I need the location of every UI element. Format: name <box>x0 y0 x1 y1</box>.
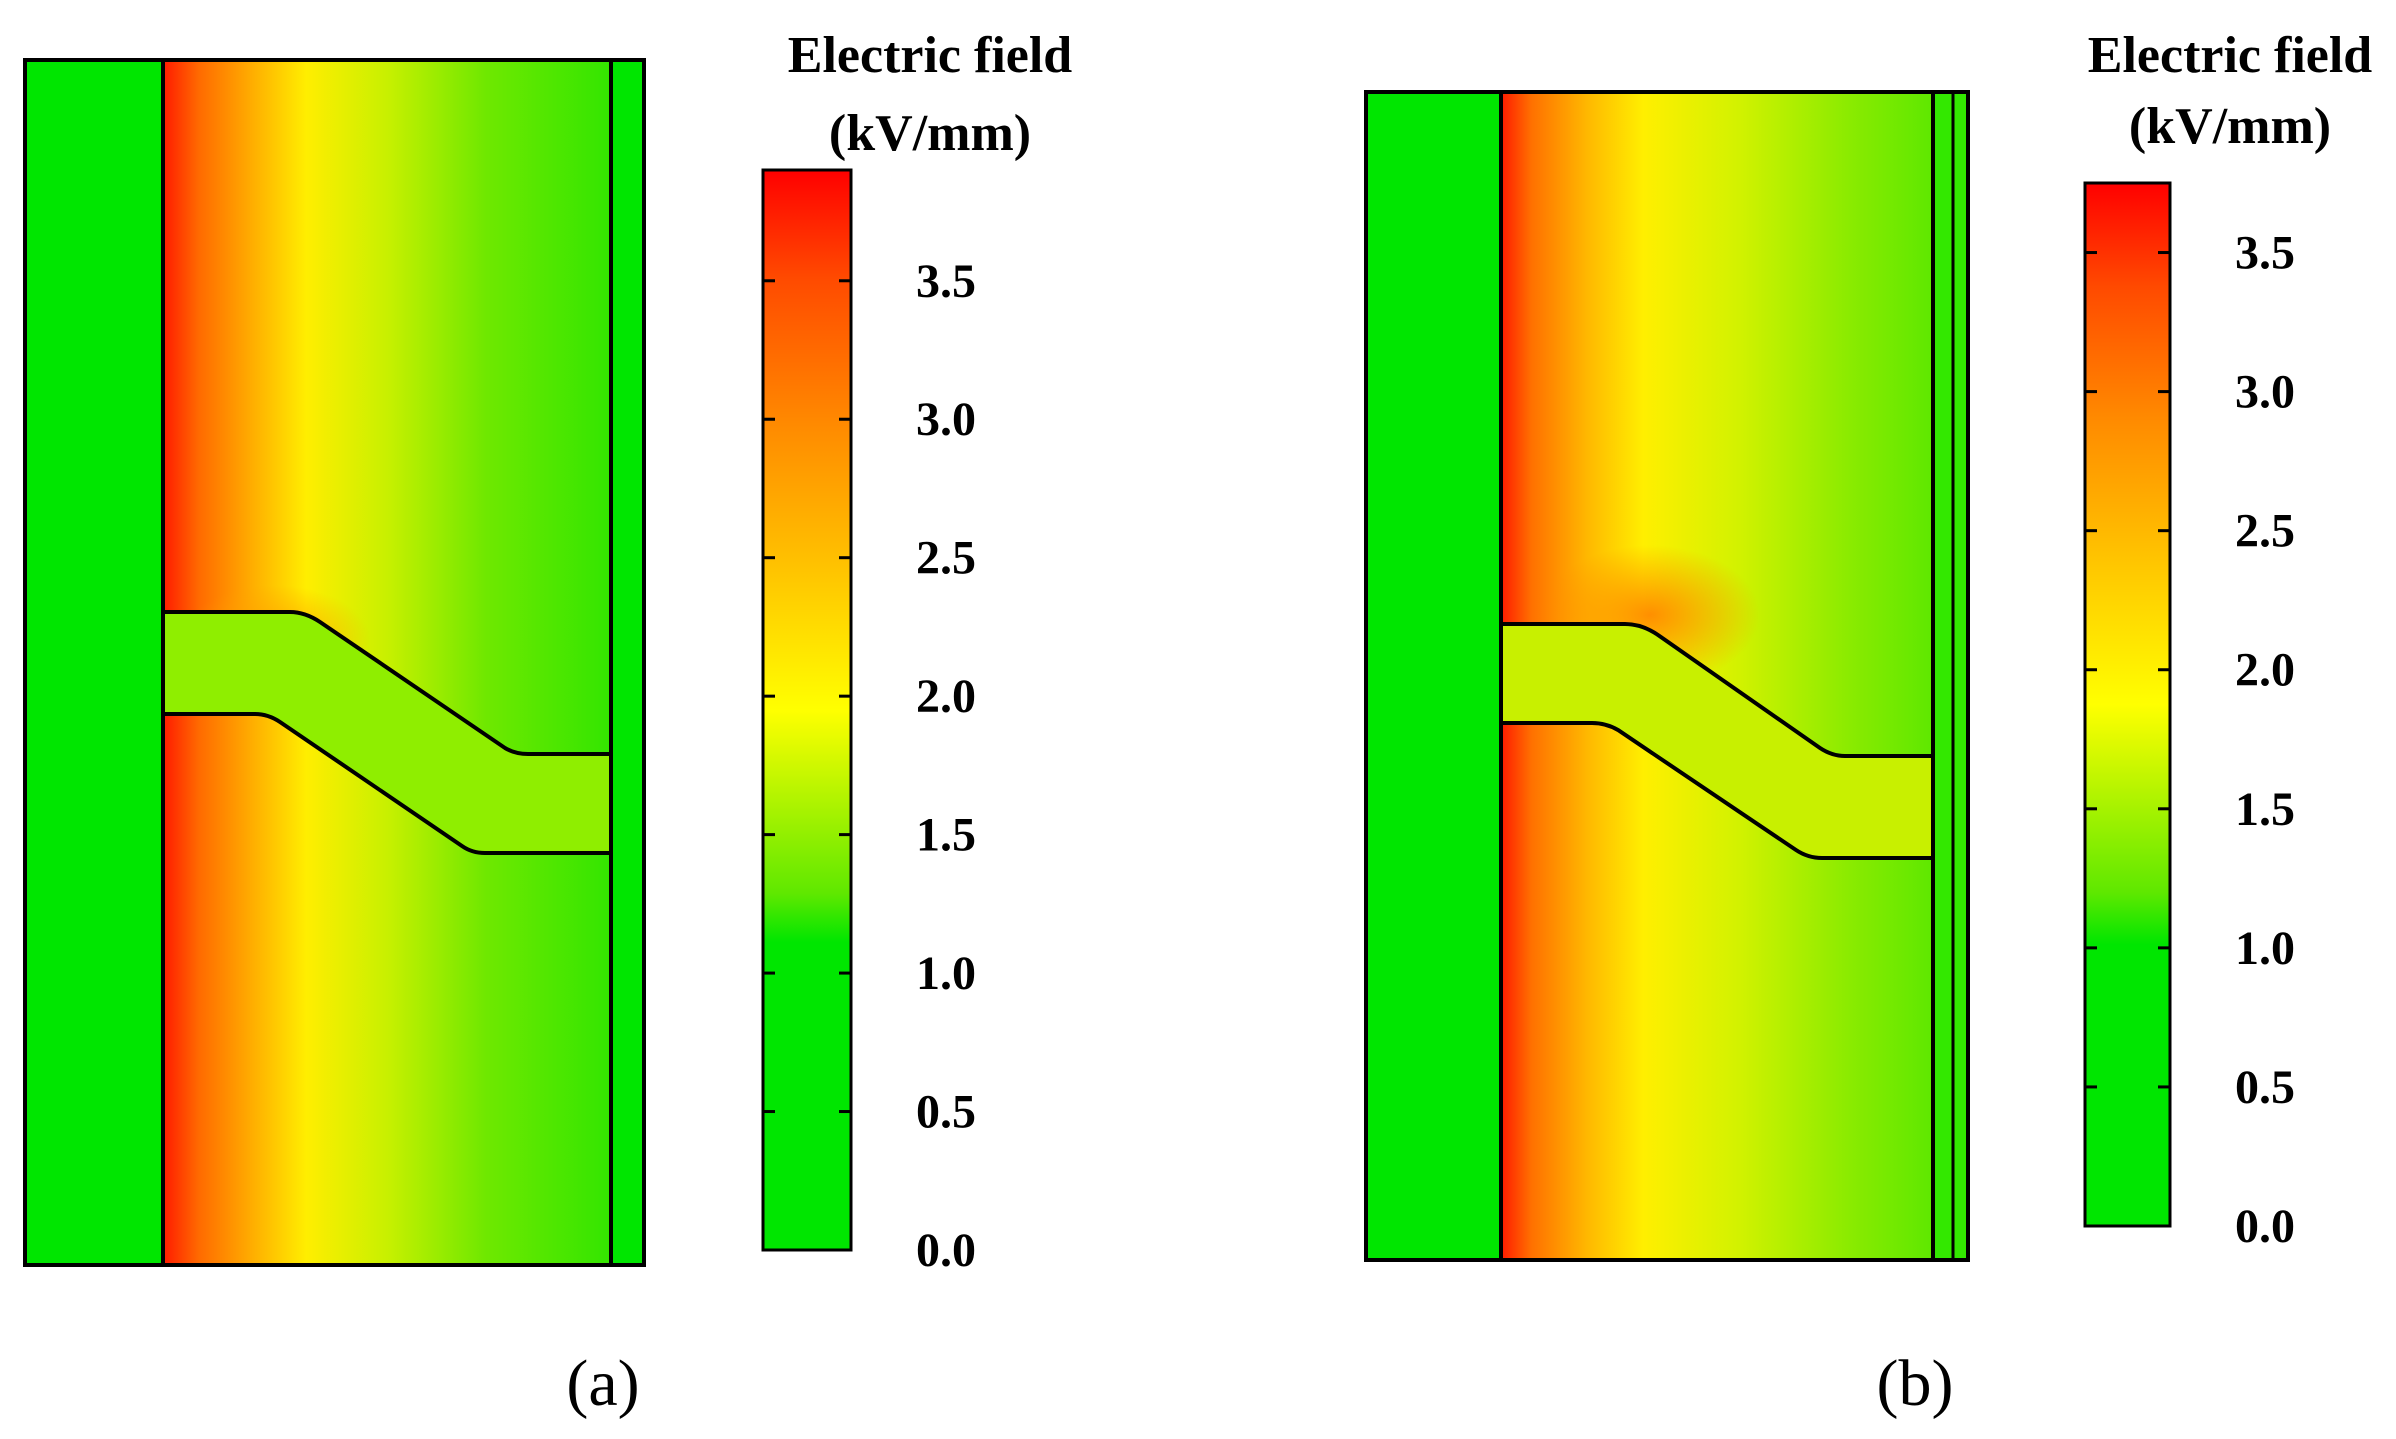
colorbar-tick-label-b-4: 2.0 <box>2235 644 2295 697</box>
colorbar-tick-label-b-2: 1.0 <box>2235 922 2295 975</box>
colorbar-tick-label-a-4: 2.0 <box>916 670 976 723</box>
colorbar-ticks-b: 0.0 0.5 1.0 1.5 2.0 2.5 3.0 3.5 <box>2085 227 2295 1253</box>
outer-insulation-left-a <box>25 60 163 1265</box>
colorbar-ticks-a: 0.0 0.5 1.0 1.5 2.0 2.5 3.0 3.5 <box>763 255 976 1277</box>
outline-b <box>1364 90 1970 1262</box>
outer-layer-right-b <box>1933 92 1968 1260</box>
panel-label-b: (b) <box>1877 1347 1954 1420</box>
colorbar-tick-label-a-0: 0.0 <box>916 1224 976 1277</box>
colorbar-tick-label-a-7: 3.5 <box>916 255 976 308</box>
colorbar-tick-label-b-1: 0.5 <box>2235 1061 2295 1114</box>
colorbar-tick-label-a-5: 2.5 <box>916 532 976 585</box>
colorbar-tick-label-a-3: 1.5 <box>916 809 976 862</box>
outline-a <box>23 58 646 1267</box>
colorbar-tick-label-b-6: 3.0 <box>2235 366 2295 419</box>
outer-insulation-left-b <box>1366 92 1501 1260</box>
colorbar-title-line2-b: (kV/mm) <box>2129 98 2331 155</box>
colorbar-tick-label-a-2: 1.0 <box>916 947 976 1000</box>
colorbar-tick-label-b-5: 2.5 <box>2235 505 2295 558</box>
colorbar-title-line1-a: Electric field <box>788 27 1073 84</box>
panel-label-a: (a) <box>566 1347 639 1420</box>
outer-layer-right-a <box>611 60 644 1265</box>
panel-b: 0.00.51.01.52.02.53.03.5 Electric field … <box>1364 27 2373 1420</box>
colorbar-tick-label-b-0: 0.0 <box>2235 1200 2295 1253</box>
colorbar-tick-label-a-1: 0.5 <box>916 1086 976 1139</box>
colorbar-a <box>761 168 853 1252</box>
colorbar-b <box>2083 181 2172 1228</box>
colorbar-title-line1-b: Electric field <box>2088 27 2373 84</box>
colorbar-tick-label-b-3: 1.5 <box>2235 783 2295 836</box>
colorbar-title-line2-a: (kV/mm) <box>829 105 1031 162</box>
colorbar-tick-label-b-7: 3.5 <box>2235 227 2295 280</box>
colorbar-tick-label-a-6: 3.0 <box>916 393 976 446</box>
panel-a: 0.00.51.01.52.02.53.03.5 Electric field … <box>23 27 1073 1420</box>
